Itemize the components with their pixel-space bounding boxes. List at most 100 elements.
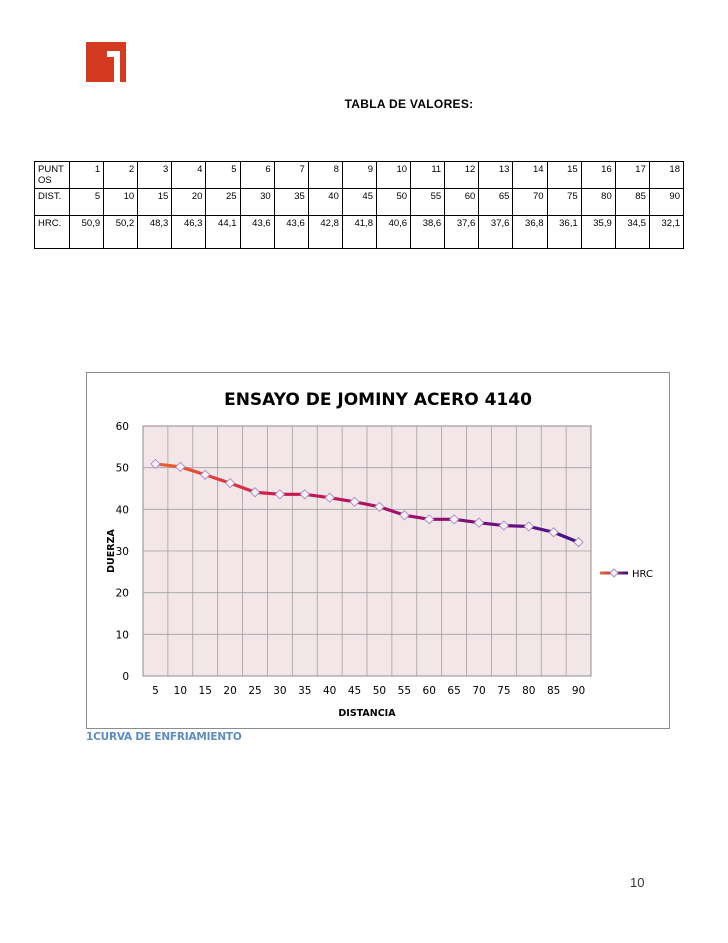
table-cell: 30: [239, 188, 275, 216]
table-cell: 40,6: [375, 215, 412, 249]
data-point: [324, 492, 335, 503]
table-cell: 40: [307, 188, 343, 216]
table-cell: 44,1: [205, 215, 241, 249]
y-tick-label: 40: [116, 504, 129, 516]
table-cell: 35: [273, 188, 309, 216]
x-tick-label: 80: [522, 685, 535, 697]
table-cell: 55: [410, 188, 446, 216]
table-cell: 46,3: [171, 215, 207, 249]
table-cell: 48,3: [137, 215, 173, 249]
table-cell: 25: [205, 188, 241, 216]
table-cell: 2: [103, 161, 139, 189]
table-cell: 60: [444, 188, 480, 216]
data-point: [150, 458, 161, 470]
x-tick-label: 90: [572, 685, 585, 697]
table-cell: 15: [546, 161, 582, 189]
figure-caption: 1CURVA DE ENFRIAMIENTO: [86, 731, 242, 743]
data-point: [473, 517, 485, 528]
row-header: PUNTOS: [34, 161, 70, 189]
table-cell: 3: [137, 161, 173, 189]
table-cell: 16: [580, 161, 616, 189]
legend-label: HRC: [632, 569, 653, 580]
table-cell: 12: [444, 161, 480, 189]
table-cell: 50,2: [103, 215, 139, 249]
table-cell: 5: [205, 161, 241, 189]
y-tick-label: 60: [116, 421, 129, 433]
y-tick-label: 10: [116, 629, 129, 641]
data-point: [448, 514, 460, 525]
x-tick-label: 60: [423, 685, 436, 697]
data-point: [424, 514, 435, 525]
x-tick-label: 15: [199, 685, 212, 697]
x-tick-label: 55: [398, 685, 411, 697]
x-tick-label: 50: [373, 685, 386, 697]
row-hrc: HRC. 50,9 50,2 48,3 46,3 44,1 43,6 43,6 42,8 41,8…: [34, 215, 685, 249]
table-cell: 36,8: [512, 215, 548, 249]
data-point: [374, 501, 385, 513]
table-cell: 17: [614, 161, 650, 189]
table-cell: 14: [512, 161, 548, 189]
table-cell: 10: [375, 161, 412, 189]
data-point: [175, 461, 186, 473]
table-cell: 85: [614, 188, 650, 216]
table-cell: 15: [137, 188, 173, 216]
data-point: [349, 496, 360, 508]
data-point: [523, 521, 534, 532]
data-point: [399, 509, 410, 521]
table-cell: 41,8: [341, 215, 377, 249]
x-tick-label: 85: [547, 685, 560, 697]
table-cell: 20: [171, 188, 207, 216]
data-point: [573, 537, 584, 548]
row-header: HRC.: [34, 215, 70, 249]
table-cell: 34,5: [614, 215, 650, 249]
y-tick-label: 20: [116, 588, 129, 600]
row-distancia: DIST. 5 10 15 20 25 30 35 40 45 50 55 60 65 70 75 80 85 90: [34, 188, 685, 216]
table-cell: 45: [341, 188, 377, 216]
chart-svg: 0 10 20 30 40 50 60 5 10 15 20 25 30 35 40 45 50 55 60 65 70…: [106, 390, 653, 719]
x-tick-label: 45: [348, 685, 361, 697]
table-cell: 4: [171, 161, 207, 189]
table-cell: 5: [68, 188, 105, 216]
table-cell: 37,6: [478, 215, 514, 249]
y-tick-label: 0: [122, 671, 129, 683]
table-cell: 50,9: [68, 215, 105, 249]
table-cell: 38,6: [410, 215, 446, 249]
table-cell: 18: [648, 161, 685, 189]
logo-icon: [86, 42, 126, 82]
table-cell: 90: [648, 188, 685, 216]
data-point: [249, 487, 261, 498]
y-tick-label: 50: [116, 463, 129, 475]
x-tick-label: 25: [248, 685, 261, 697]
table-cell: 7: [273, 161, 309, 189]
x-tick-label: 20: [223, 685, 236, 697]
data-point: [548, 527, 559, 538]
table-cell: 35,9: [580, 215, 616, 249]
data-point: [224, 477, 236, 489]
table-cell: 32,1: [648, 215, 685, 249]
row-header: DIST.: [34, 188, 70, 216]
legend-marker: [609, 568, 619, 578]
table-cell: 80: [580, 188, 616, 216]
table-cell: 11: [410, 161, 446, 189]
x-tick-label: 65: [447, 685, 460, 697]
x-tick-label: 35: [298, 685, 311, 697]
table-cell: 9: [341, 161, 377, 189]
table-cell: 42,8: [307, 215, 343, 249]
table-cell: 43,6: [239, 215, 275, 249]
page-number: 10: [630, 875, 645, 890]
chart-title: ENSAYO DE JOMINY ACERO 4140: [224, 390, 532, 410]
table-cell: 8: [307, 161, 343, 189]
x-tick-label: 5: [152, 685, 159, 697]
data-point: [274, 489, 286, 500]
table-cell: 75: [546, 188, 582, 216]
x-tick-label: 30: [273, 685, 286, 697]
table-cell: 37,6: [444, 215, 480, 249]
table-cell: 13: [478, 161, 514, 189]
data-point: [299, 489, 310, 500]
table-cell: 65: [478, 188, 514, 216]
table-cell: 36,1: [546, 215, 582, 249]
x-tick-label: 75: [497, 685, 510, 697]
x-tick-label: 40: [323, 685, 336, 697]
y-axis-label: DUERZA: [106, 529, 117, 573]
table-cell: 1: [68, 161, 105, 189]
